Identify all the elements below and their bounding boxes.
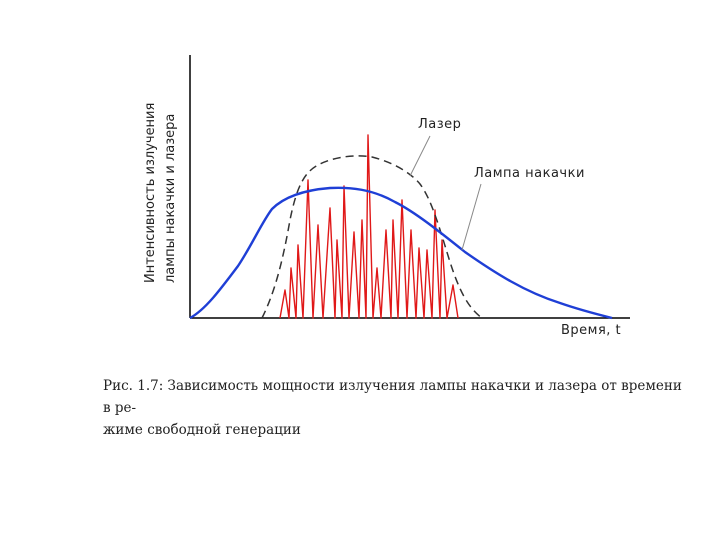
lamp-curve — [189, 186, 613, 320]
figure-caption: Рис. 1.7: Зависимость мощности излучения… — [103, 375, 693, 441]
caption-line-2: жиме свободной генерации — [103, 422, 301, 438]
x-axis-label: Время, t — [561, 323, 622, 338]
lamp-callout-line — [461, 183, 482, 251]
laser-spikes — [279, 134, 459, 319]
y-axis-label-line2: лампы накачки и лазера — [163, 113, 178, 283]
caption-line-1: Рис. 1.7: Зависимость мощности излучения… — [103, 378, 682, 416]
laser-label: Лазер — [418, 117, 462, 132]
laser-callout-line — [409, 135, 431, 177]
laser-envelope-dashed — [261, 155, 483, 319]
y-axis-label-line1: Интенсивность излучения — [143, 102, 158, 283]
lamp-label: Лампа накачки — [474, 166, 585, 181]
